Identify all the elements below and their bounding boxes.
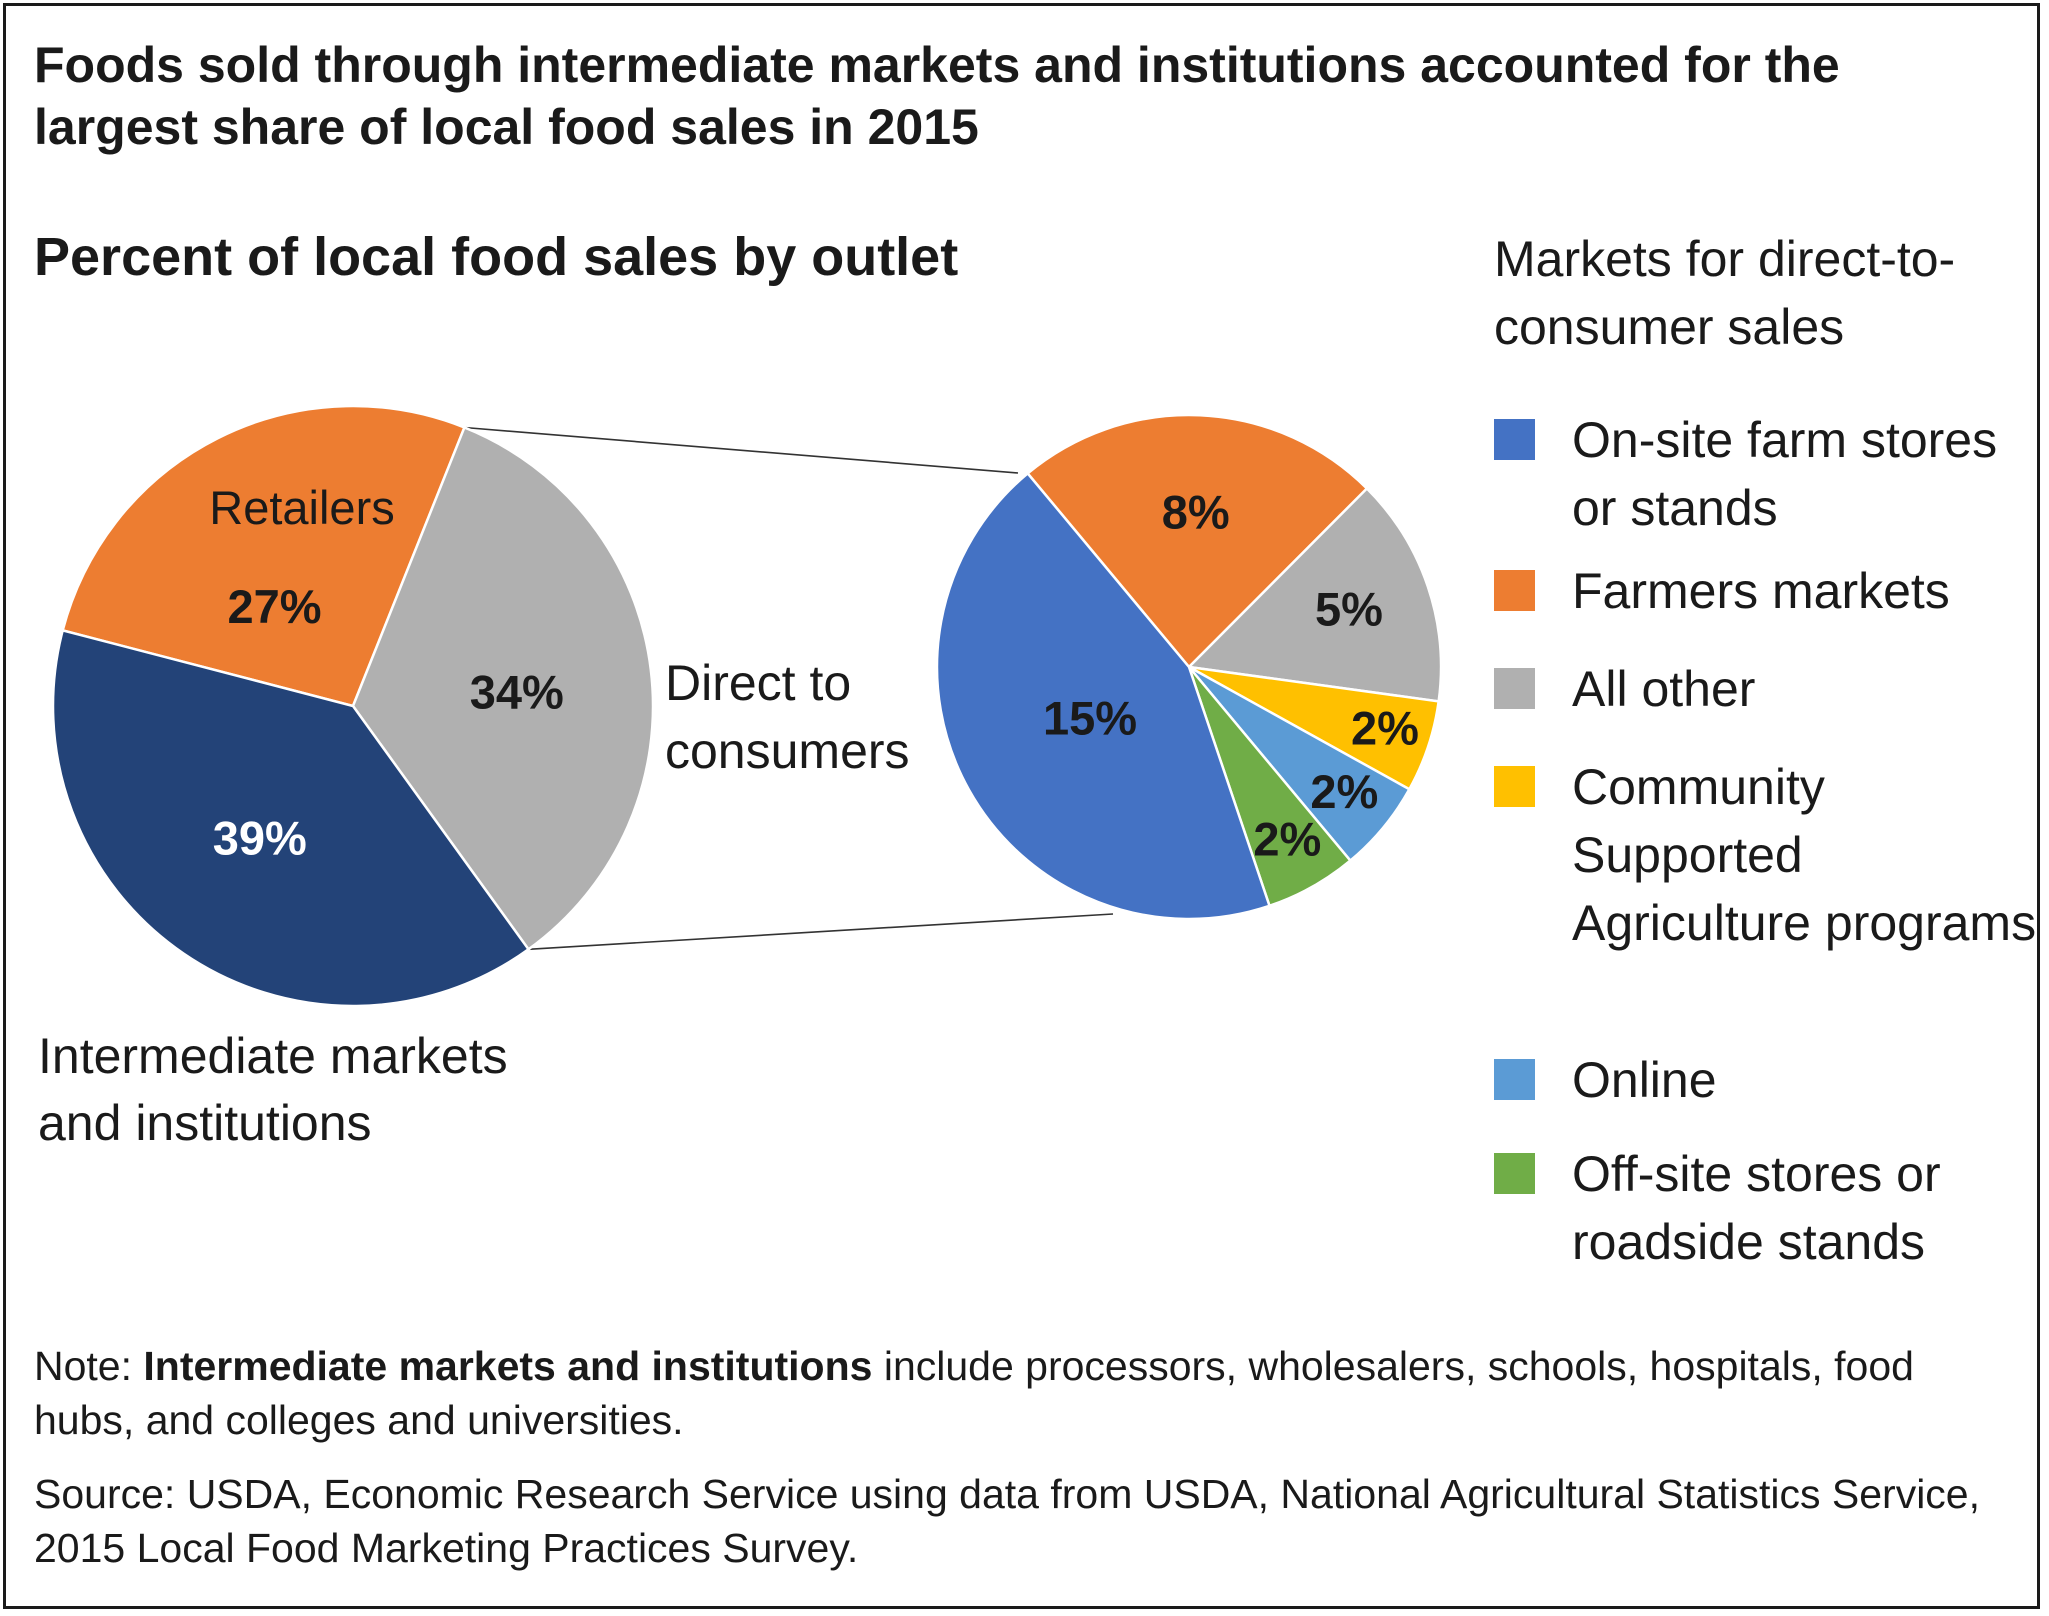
pie-slice-direct-to-consumers bbox=[351, 425, 655, 952]
legend-swatch bbox=[1494, 1059, 1535, 1100]
pie-annotations: Retailers Direct to consumers Intermedia… bbox=[38, 481, 910, 1151]
annotation-intermediate-line2: and institutions bbox=[38, 1095, 372, 1151]
pie-label-intermediate-markets-and-institutions: 39% bbox=[213, 812, 307, 865]
annotation-direct-line2: consumers bbox=[665, 723, 910, 779]
annotation-retailers: Retailers bbox=[209, 481, 394, 534]
pie-slice-on-site-farm-stores-or-stands bbox=[935, 471, 1272, 921]
pie-label-farmers-markets: 8% bbox=[1162, 485, 1230, 538]
direct-to-consumer-pie: 8%5%2%2%2%15% bbox=[935, 413, 1443, 921]
pie-label-direct-to-consumers: 34% bbox=[470, 665, 564, 718]
pie-slice-all-other bbox=[1186, 486, 1443, 703]
outlet-pie: 27% 34% 39% bbox=[51, 404, 655, 1008]
pie-slice-retailers bbox=[61, 404, 467, 708]
legend-swatch bbox=[1494, 570, 1535, 611]
legend-label: On-site farm stores or stands bbox=[1572, 412, 1998, 536]
legend-swatch bbox=[1494, 419, 1535, 460]
annotation-intermediate-line1: Intermediate markets bbox=[38, 1028, 508, 1084]
note-prefix: Note: bbox=[34, 1343, 144, 1389]
pie-label-on-site-farm-stores-or-stands: 15% bbox=[1043, 692, 1137, 745]
pie-slice-intermediate-markets-and-institutions bbox=[51, 628, 531, 1008]
pie-label-online: 2% bbox=[1310, 765, 1378, 818]
legend-swatch bbox=[1494, 1153, 1535, 1194]
pie-label-retailers: 27% bbox=[227, 580, 321, 633]
legend-label: Online bbox=[1572, 1052, 1717, 1108]
note-bold: Intermediate markets and institutions bbox=[143, 1343, 873, 1389]
source: Source: USDA, Economic Research Service … bbox=[34, 1471, 1980, 1571]
legend-label: All other bbox=[1572, 661, 1756, 717]
annotation-direct-line1: Direct to bbox=[665, 655, 851, 711]
legend-swatch bbox=[1494, 766, 1535, 807]
legend-label: Off-site stores or roadside stands bbox=[1572, 1146, 1941, 1270]
note: Note: Intermediate markets and instituti… bbox=[34, 1339, 2024, 1447]
connector-line bbox=[464, 426, 1019, 474]
legend-swatch bbox=[1494, 668, 1535, 709]
connector-line bbox=[528, 913, 1114, 951]
pie-label-all-other: 5% bbox=[1315, 583, 1383, 636]
connector-lines bbox=[464, 426, 1114, 951]
pie-label-community-supported-agriculture-programs: 2% bbox=[1351, 702, 1419, 755]
chart-subtitle: Percent of local food sales by outlet bbox=[34, 227, 959, 287]
pie-slice-farmers-markets bbox=[1025, 413, 1369, 669]
legend-label: Community Supported Agriculture programs bbox=[1572, 759, 2037, 951]
chart-title: Foods sold through intermediate markets … bbox=[34, 37, 1840, 155]
legend-label: Farmers markets bbox=[1572, 563, 1950, 619]
pie-label-off-site-stores-or-roadside-stands: 2% bbox=[1253, 812, 1321, 865]
legend-title: Markets for direct-to-consumer sales bbox=[1494, 231, 1956, 355]
note-rest: include processors, wholesalers, schools… bbox=[34, 1343, 1914, 1443]
